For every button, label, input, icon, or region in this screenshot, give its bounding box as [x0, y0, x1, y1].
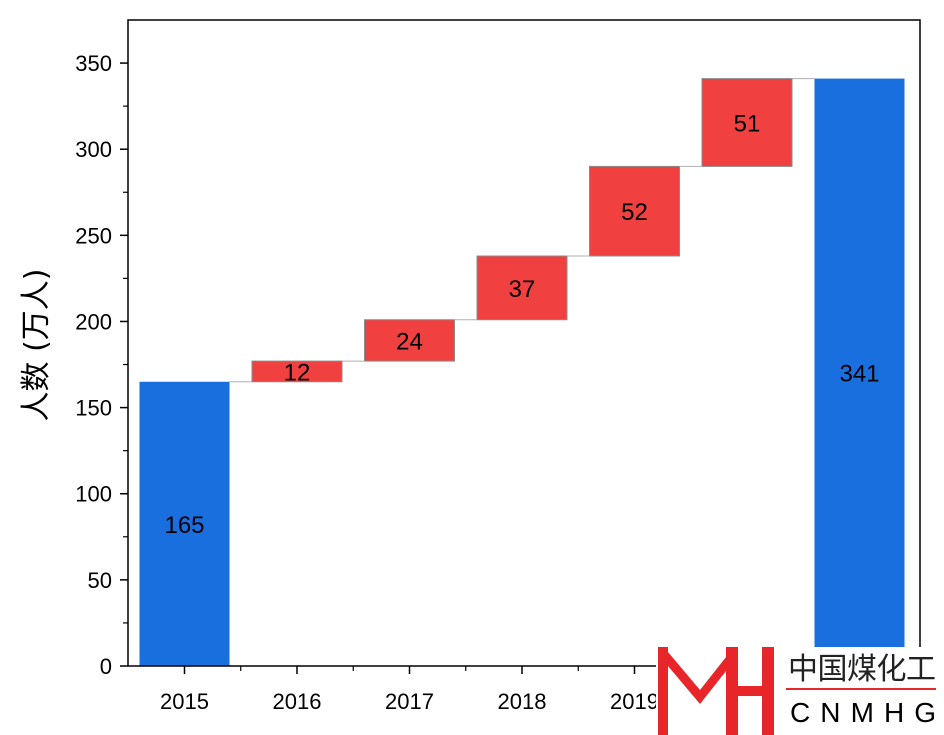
bar-1 — [251, 360, 343, 383]
logo-mark — [658, 647, 774, 735]
x-tick-label-1: 2016 — [273, 689, 322, 714]
bar-4 — [589, 165, 680, 257]
y-tick-label-0: 0 — [100, 654, 112, 679]
bar-value-label-2: 24 — [396, 328, 423, 355]
y-tick-label-3: 150 — [75, 396, 112, 421]
bars-layer — [139, 78, 905, 666]
y-tick-label-2: 100 — [75, 482, 112, 507]
x-tick-label-2: 2017 — [385, 689, 434, 714]
plot-frame — [127, 19, 921, 667]
logo-divider — [786, 688, 936, 690]
bar-0 — [139, 381, 230, 666]
watermark-logo: 中国煤化工 CNMHG — [656, 647, 944, 735]
bar-2 — [364, 319, 455, 362]
y-tick-label-6: 300 — [75, 137, 112, 162]
x-tick-label-3: 2018 — [498, 689, 547, 714]
connectors-layer — [229, 78, 815, 383]
y-tick-label-1: 50 — [88, 568, 112, 593]
y-tick-label-7: 350 — [75, 51, 112, 76]
bar-value-label-5: 51 — [734, 110, 761, 137]
bar-3 — [476, 255, 568, 321]
x-tick-label-0: 2015 — [160, 689, 209, 714]
y-tick-label-5: 250 — [75, 223, 112, 248]
bar-5 — [701, 78, 793, 167]
bar-value-label-4: 52 — [621, 199, 648, 226]
x-tick-label-4: 2019 — [610, 689, 659, 714]
bar-value-label-3: 37 — [509, 276, 536, 303]
axes-layer: 0 50 100 150 200 250 300 350 2015 2016 2017 2018 201… — [75, 19, 921, 714]
y-tick-label-4: 200 — [75, 309, 112, 334]
bar-value-label-0: 165 — [164, 512, 204, 539]
bar-6 — [814, 78, 905, 666]
y-axis-label: 人数 (万人) — [19, 269, 54, 422]
logo-name-cn: 中国煤化工 — [788, 652, 936, 687]
bar-value-label-6: 341 — [839, 360, 879, 387]
labels-layer: 165 12 24 37 52 51 341 — [164, 110, 879, 538]
bar-value-label-1: 12 — [284, 359, 311, 386]
